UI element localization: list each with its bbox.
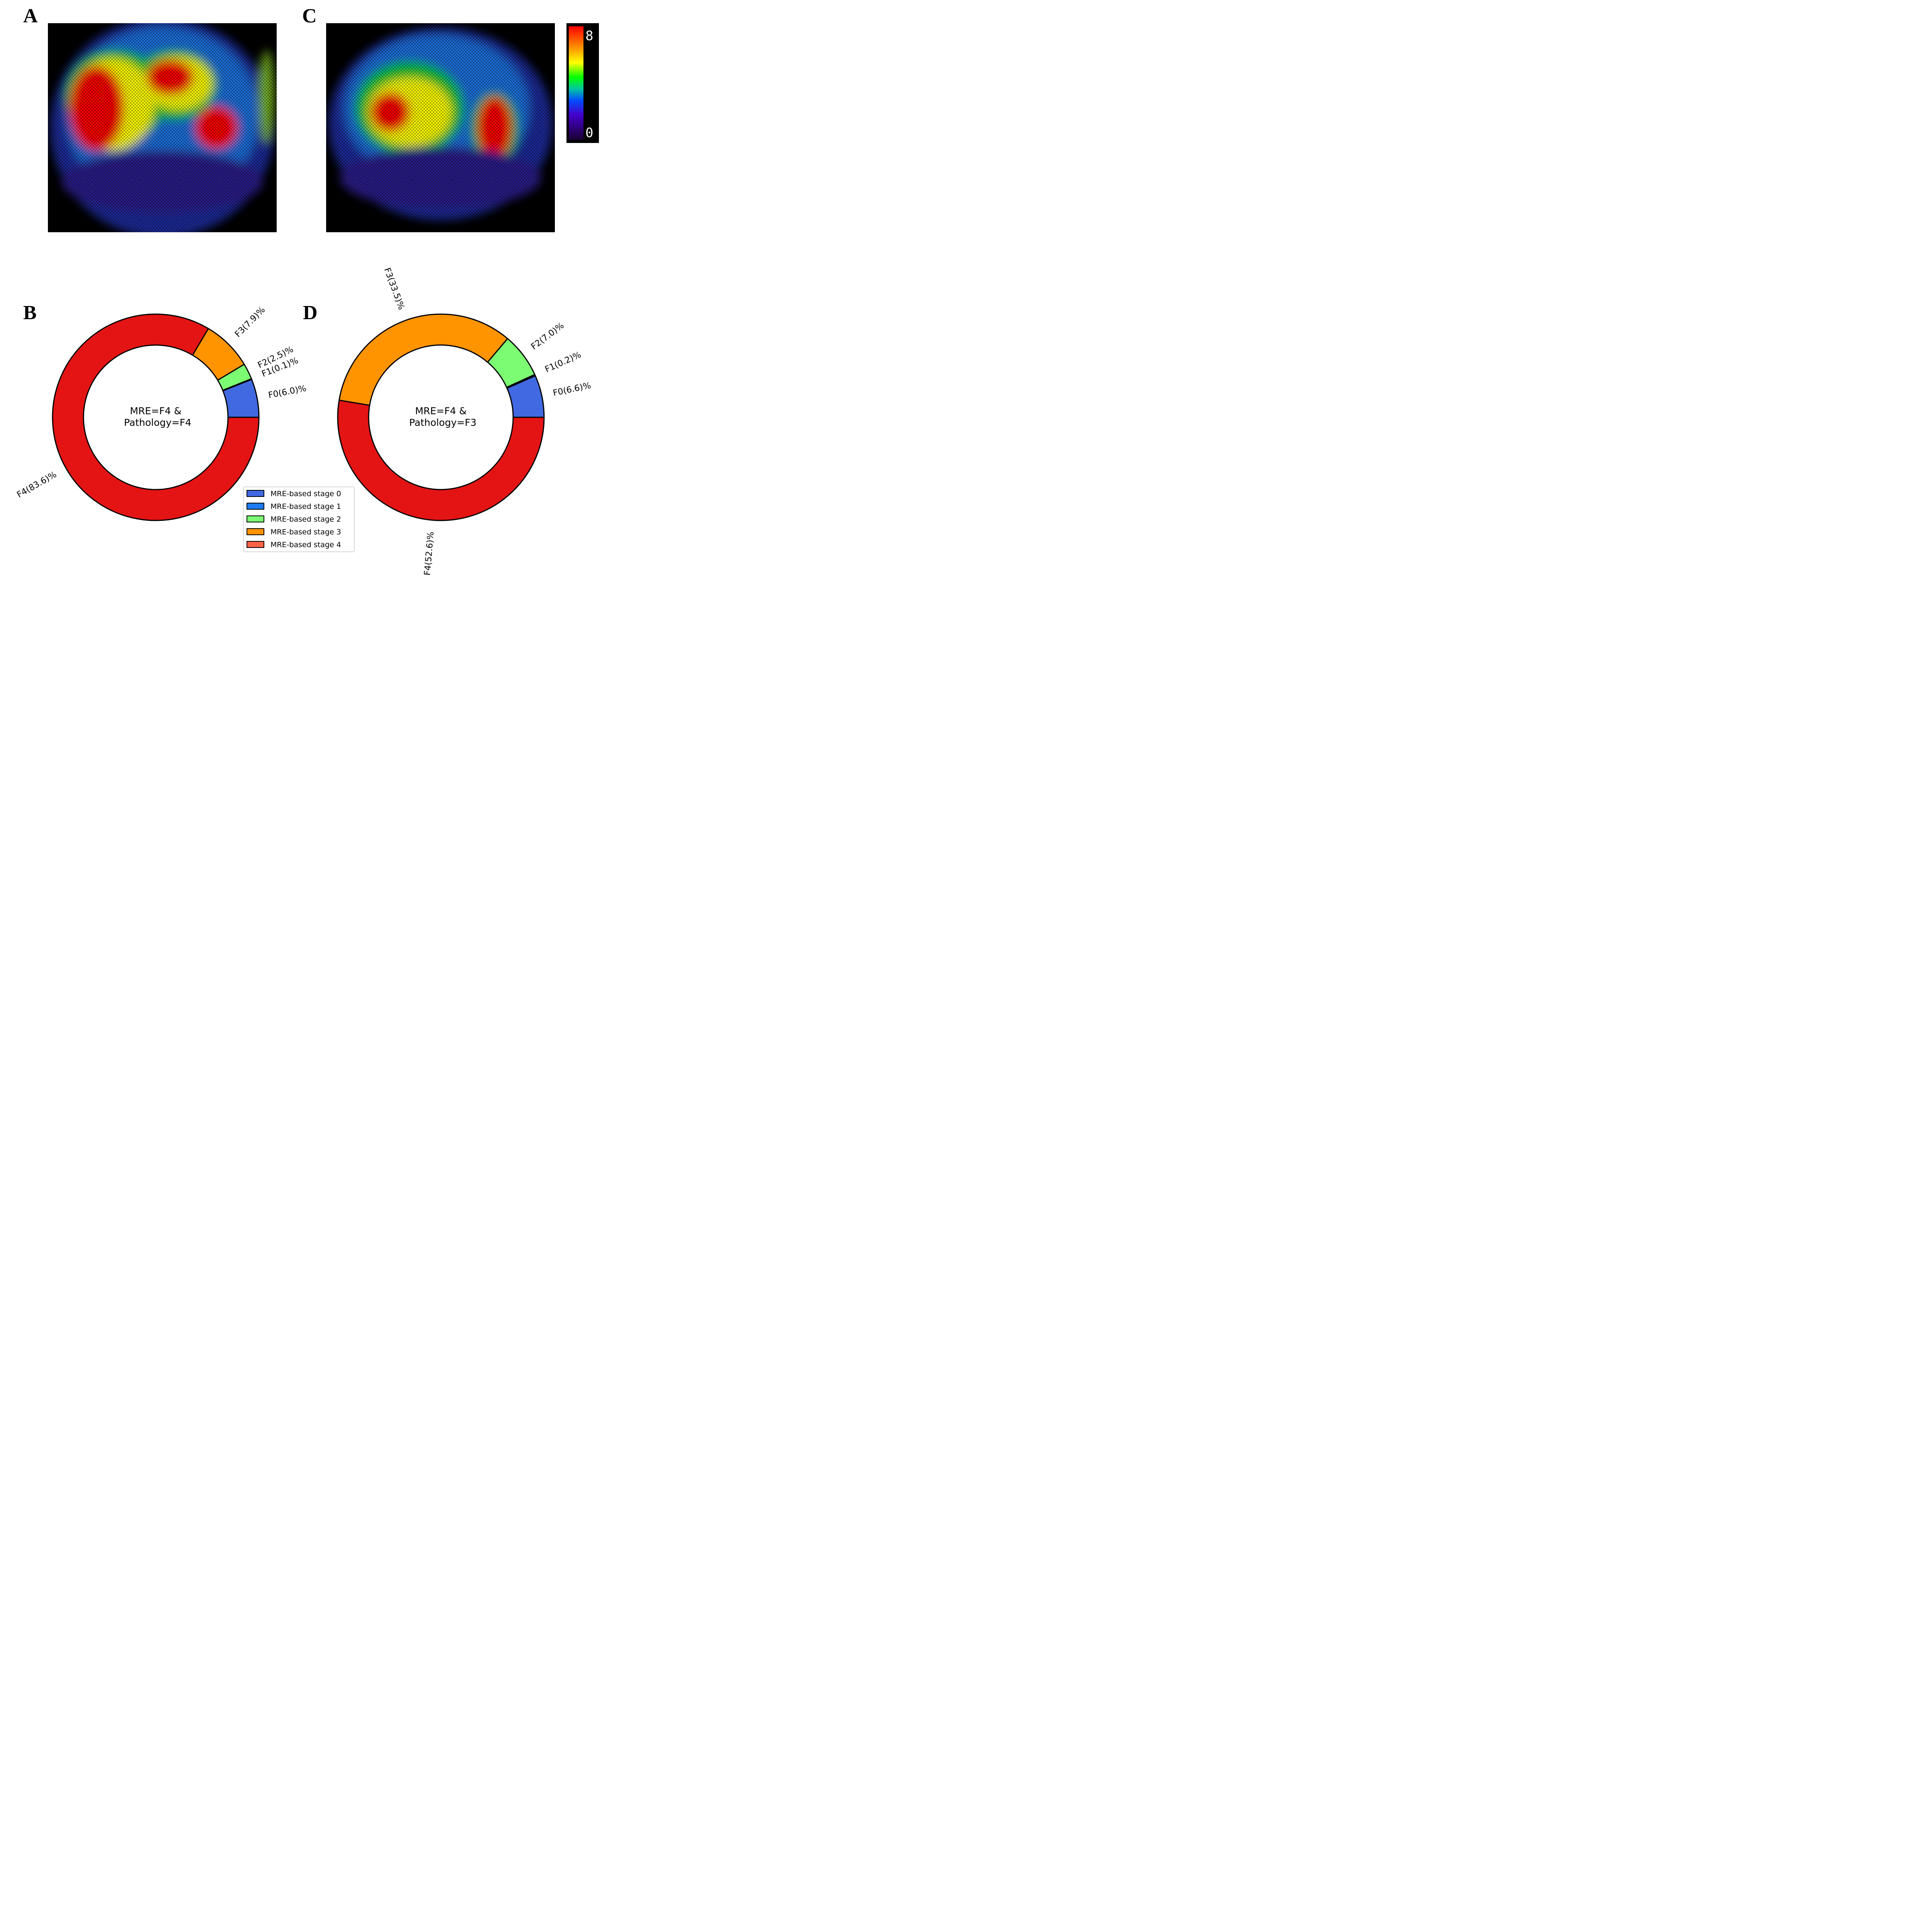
slice-label-f4: F4(52.6)%	[423, 531, 436, 576]
slice-label-f2: F2(7.0)%	[529, 321, 566, 352]
legend-label: MRE-based stage 1	[270, 502, 341, 511]
legend-swatch	[247, 503, 264, 510]
panel-label-a: A	[23, 5, 38, 27]
legend-box	[243, 486, 355, 552]
donut-slice-f4	[52, 313, 260, 521]
slice-label-f0: F0(6.0)%	[267, 384, 307, 400]
slice-label-f3: F3(7.9)%	[233, 305, 267, 339]
elastogram-image-a	[48, 23, 277, 232]
slice-label-f4: F4(83.6)%	[15, 470, 58, 500]
slice-label-f0: F0(6.6)%	[552, 381, 592, 398]
legend: MRE-based stage 0 MRE-based stage 1 MRE-…	[243, 486, 355, 552]
colorbar-max-label: 8	[585, 28, 593, 44]
legend-label: MRE-based stage 3	[270, 528, 341, 536]
colorbar-min-label: 0	[585, 125, 593, 141]
colorbar: 8 0	[566, 23, 599, 143]
legend-item: MRE-based stage 2	[247, 515, 341, 524]
slice-label-f3: F3(33.5)%	[382, 267, 406, 311]
panel-label-b: B	[23, 302, 37, 324]
colorbar-gradient	[569, 26, 583, 140]
donut-slice-f3	[338, 313, 509, 406]
legend-item: MRE-based stage 4	[247, 541, 341, 549]
center-label-line2: Pathology=F4	[124, 417, 191, 428]
legend-swatch	[247, 541, 264, 548]
legend-swatch	[247, 515, 264, 522]
donut-chart-b: F0(6.0)%F1(0.1)%F2(2.5)%F3(7.9)%F4(83.6)…	[15, 305, 307, 521]
legend-label: MRE-based stage 2	[270, 515, 341, 524]
legend-swatch	[247, 490, 264, 497]
center-label-line1: MRE=F4 &	[415, 405, 466, 417]
panel-label-c: C	[302, 5, 317, 27]
panel-label-d: D	[303, 302, 318, 324]
elastogram-image-c	[326, 23, 555, 232]
center-label-line1: MRE=F4 &	[130, 405, 181, 417]
legend-swatch	[247, 528, 264, 535]
slice-label-f1: F1(0.2)%	[544, 350, 583, 375]
donut-chart-d: F0(6.6)% F1(0.2)%F2(7.0)% F3(33.5)% F4(52.6…	[337, 267, 592, 576]
legend-label: MRE-based stage 0	[270, 490, 341, 498]
legend-item: MRE-based stage 3	[247, 528, 341, 536]
figure: A C B D	[15, 5, 599, 576]
legend-label: MRE-based stage 4	[270, 541, 341, 549]
center-label-line2: Pathology=F3	[409, 417, 476, 428]
legend-item: MRE-based stage 0	[247, 490, 341, 498]
donut-slice-f4	[337, 400, 545, 521]
legend-item: MRE-based stage 1	[247, 502, 341, 511]
